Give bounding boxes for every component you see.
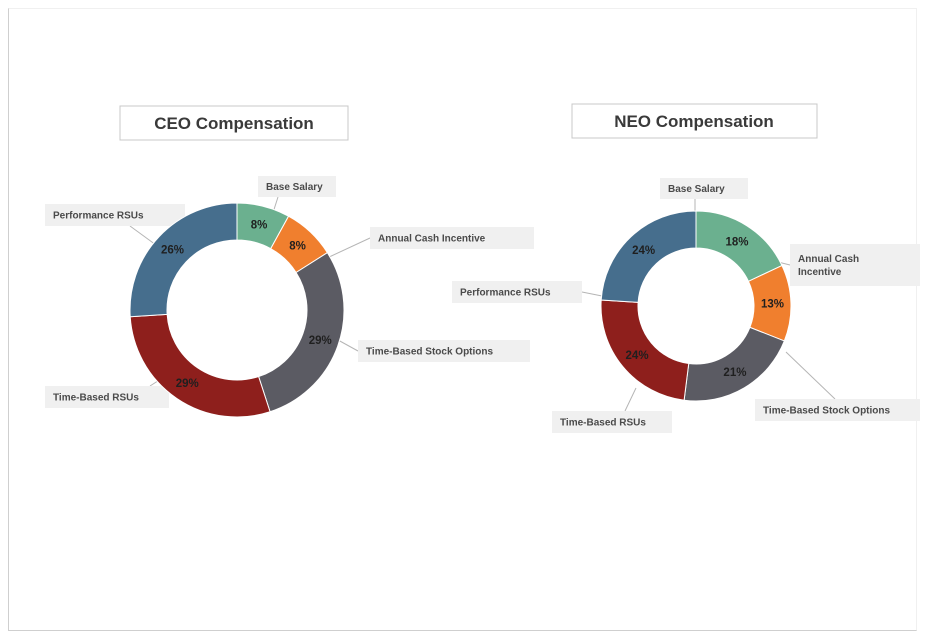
neo-value-label-performance-rsus: 24% [632, 245, 655, 257]
ceo-slice-performance-rsus [129, 202, 238, 318]
neo-callout-box-time-based-stock-options [755, 399, 920, 421]
ceo-value-label-time-based-rsus: 29% [176, 378, 199, 390]
neo-callout-box-time-based-rsus [552, 411, 672, 433]
ceo-category-label-base-salary: Base Salary [266, 182, 323, 193]
ceo-category-label-performance-rsus: Performance RSUs [53, 211, 144, 222]
neo-title-box [571, 103, 818, 139]
neo-category-label-base-salary: Base Salary [668, 184, 725, 195]
chart-frame [8, 8, 917, 631]
neo-callout-box-annual-cash-incentive [790, 244, 920, 286]
ceo-leader-time-based-stock-options [337, 339, 359, 352]
neo-category-label-performance-rsus: Performance RSUs [460, 288, 551, 299]
neo-category-label-time-based-stock-options: Time-Based Stock Options [763, 406, 891, 417]
neo-value-label-time-based-stock-options: 21% [723, 367, 746, 379]
ceo-slice-time-based-stock-options [258, 251, 345, 413]
ceo-callout-box-time-based-stock-options [358, 340, 530, 362]
ceo-title-box [119, 105, 349, 141]
ceo-leader-performance-rsus [129, 225, 157, 246]
neo-leader-time-based-rsus [624, 387, 637, 412]
neo-leader-performance-rsus [581, 291, 603, 297]
ceo-donut-chart: CEO Compensation Base Salary Annual Cash … [45, 105, 534, 418]
neo-value-label-annual-cash-incentive: 13% [761, 299, 784, 311]
neo-chart-title: NEO Compensation [614, 112, 774, 131]
ceo-category-label-time-based-rsus: Time-Based RSUs [53, 393, 139, 404]
ceo-value-label-base-salary: 8% [251, 219, 268, 231]
ceo-category-label-annual-cash-incentive: Annual Cash Incentive [378, 234, 486, 245]
ceo-leader-annual-cash-incentive [326, 237, 371, 259]
ceo-chart-title: CEO Compensation [154, 114, 314, 133]
ceo-value-label-time-based-stock-options: 29% [309, 335, 332, 347]
neo-category-label-time-based-rsus: Time-Based RSUs [560, 418, 646, 429]
neo-value-label-time-based-rsus: 24% [626, 350, 649, 362]
neo-leader-time-based-stock-options [785, 351, 836, 400]
ceo-callout-box-base-salary [258, 176, 336, 197]
ceo-value-label-performance-rsus: 26% [161, 244, 184, 256]
neo-category-label-annual-cash-incentive: Annual Cash Incentive [798, 254, 859, 278]
neo-slice-performance-rsus [600, 210, 697, 303]
ceo-callout-box-performance-rsus [45, 204, 185, 226]
ceo-callout-box-annual-cash-incentive [370, 227, 534, 249]
ceo-callout-box-time-based-rsus [45, 386, 169, 408]
neo-donut-chart: NEO Compensation Base Salary Annual Cash I… [452, 103, 920, 433]
neo-callout-box-performance-rsus [452, 281, 582, 303]
ceo-value-label-annual-cash-incentive: 8% [289, 240, 306, 252]
neo-value-label-base-salary: 18% [725, 236, 748, 248]
neo-callout-box-base-salary [660, 178, 748, 199]
ceo-category-label-time-based-stock-options: Time-Based Stock Options [366, 347, 494, 358]
neo-slice-time-based-stock-options [683, 326, 785, 402]
